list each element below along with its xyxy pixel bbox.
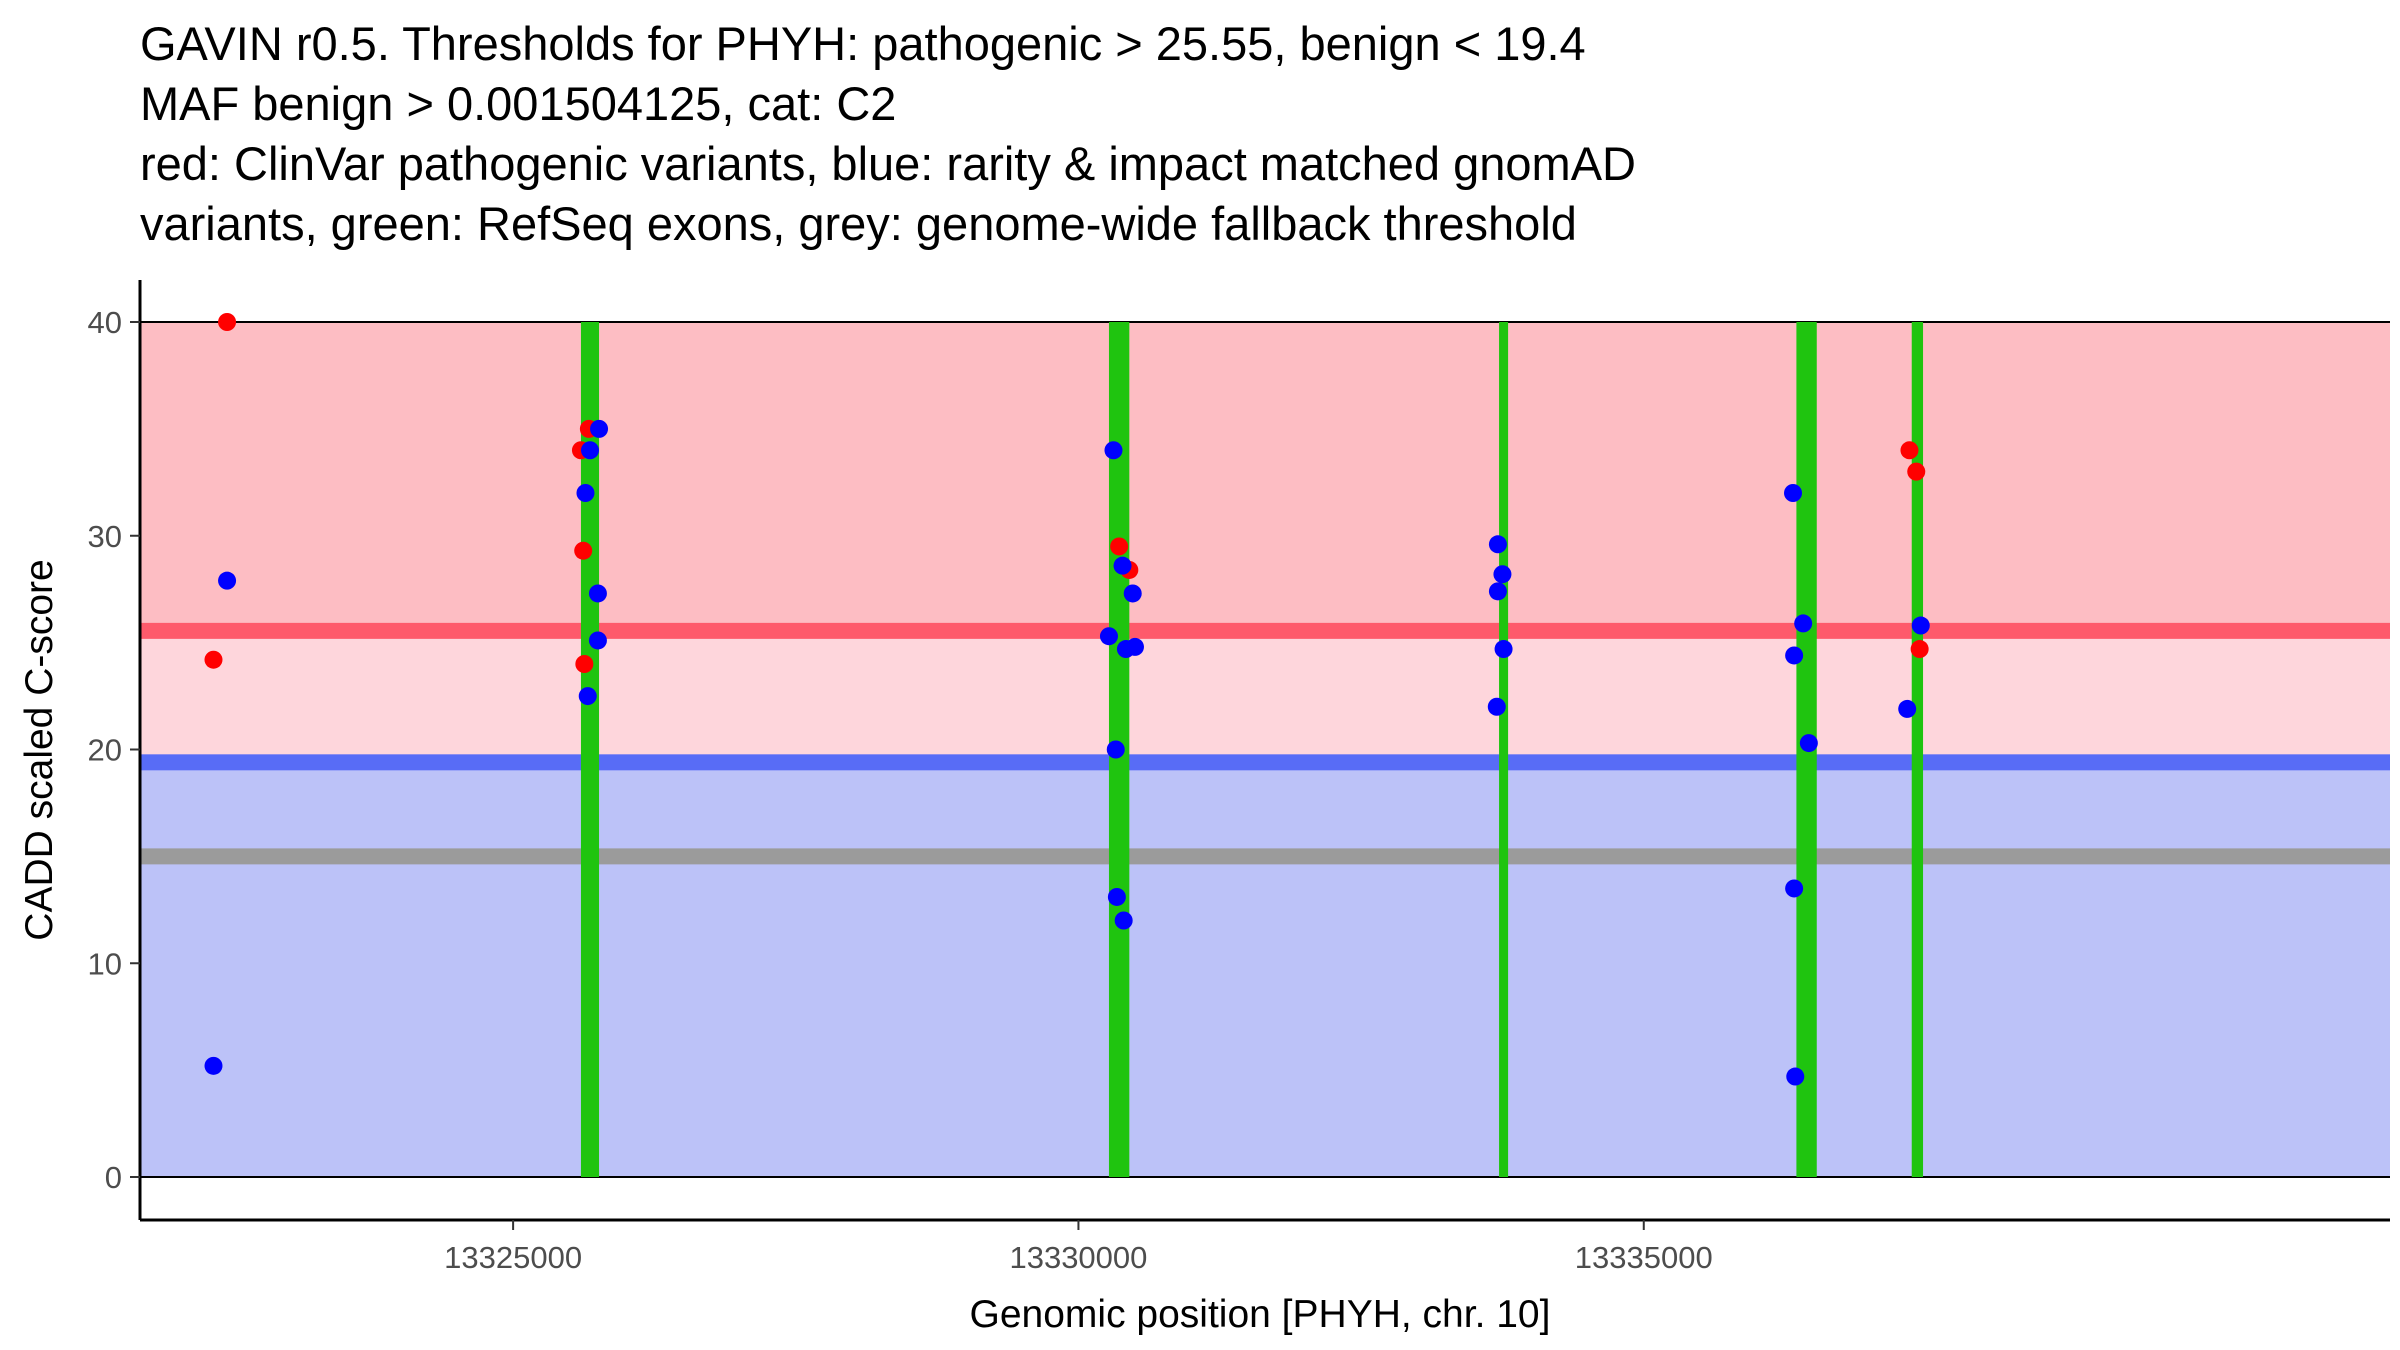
gnomad-point-16 bbox=[1107, 887, 1126, 906]
gnomad-point-15 bbox=[1106, 740, 1125, 759]
gnomad-point-14 bbox=[1125, 637, 1144, 656]
gnomad-point-9 bbox=[1104, 441, 1123, 460]
y-tick-label-40: 40 bbox=[88, 305, 122, 340]
axes: 0 10 20 30 40 13325000 13330000 13335000 bbox=[88, 280, 2390, 1275]
title-line-2: MAF benign > 0.001504125, cat: C2 bbox=[140, 77, 896, 130]
gnomad-point-23 bbox=[1784, 484, 1803, 502]
exon-bar-1 bbox=[580, 322, 600, 1177]
title-line-1: GAVIN r0.5. Thresholds for PHYH: pathoge… bbox=[140, 17, 1586, 70]
x-tick-label-13325000: 13325000 bbox=[444, 1240, 582, 1275]
pathogenic-threshold-line bbox=[140, 622, 2390, 639]
benign-region bbox=[140, 762, 2390, 1177]
plot-area bbox=[140, 313, 2390, 1178]
exon-bar-5 bbox=[1911, 322, 1924, 1177]
y-tick-label-20: 20 bbox=[88, 733, 122, 768]
y-tick-label-0: 0 bbox=[105, 1160, 122, 1195]
gnomad-point-10 bbox=[1113, 556, 1132, 575]
title-line-4: variants, green: RefSeq exons, grey: gen… bbox=[140, 197, 1577, 250]
gnomad-point-1 bbox=[218, 571, 237, 590]
gnomad-point-24 bbox=[1794, 614, 1813, 633]
title-line-3: red: ClinVar pathogenic variants, blue: … bbox=[140, 137, 1636, 190]
x-axis-title: Genomic position [PHYH, chr. 10] bbox=[970, 1293, 1551, 1336]
clinvar-point-1 bbox=[218, 313, 237, 331]
gnomad-point-18 bbox=[1488, 535, 1507, 554]
clinvar-point-7 bbox=[1110, 537, 1129, 556]
gnomad-point-11 bbox=[1123, 584, 1142, 603]
x-tick-label-13330000: 13330000 bbox=[1009, 1240, 1147, 1275]
gnomad-point-12 bbox=[1099, 627, 1118, 646]
fallback-threshold-line bbox=[140, 848, 2390, 865]
gnomad-point-6 bbox=[588, 584, 607, 603]
gnomad-point-17 bbox=[1114, 911, 1133, 930]
clinvar-point-10 bbox=[1907, 462, 1926, 481]
clinvar-point-6 bbox=[575, 655, 594, 673]
pathogenic-region bbox=[140, 322, 2390, 631]
gnomad-point-5 bbox=[576, 484, 595, 502]
gnomad-point-8 bbox=[578, 687, 597, 706]
gnomad-point-21 bbox=[1494, 640, 1513, 659]
clinvar-point-9 bbox=[1900, 441, 1919, 460]
gnomad-point-27 bbox=[1785, 879, 1804, 898]
gnomad-point-20 bbox=[1488, 582, 1507, 601]
chart-title: GAVIN r0.5. Thresholds for PHYH: pathoge… bbox=[140, 17, 1636, 250]
clinvar-point-11 bbox=[1910, 640, 1929, 659]
y-tick-label-10: 10 bbox=[88, 946, 122, 981]
clinvar-point-2 bbox=[204, 650, 223, 669]
gnomad-point-19 bbox=[1493, 565, 1512, 584]
gnomad-point-22 bbox=[1487, 697, 1506, 716]
gnomad-point-4 bbox=[581, 441, 599, 460]
gnomad-point-30 bbox=[1911, 616, 1930, 635]
gnomad-point-28 bbox=[1786, 1067, 1805, 1086]
y-axis-title: CADD scaled C-score bbox=[18, 559, 61, 940]
gnomad-point-26 bbox=[1799, 734, 1818, 753]
clinvar-point-5 bbox=[574, 541, 593, 560]
benign-threshold-line bbox=[140, 754, 2390, 771]
gnomad-point-25 bbox=[1785, 646, 1804, 665]
gnomad-point-29 bbox=[1898, 699, 1917, 718]
y-tick-label-30: 30 bbox=[88, 519, 122, 554]
intermediate-region bbox=[140, 630, 2390, 763]
x-tick-label-13335000: 13335000 bbox=[1575, 1240, 1713, 1275]
gnomad-point-2 bbox=[204, 1056, 223, 1075]
exon-bar-3 bbox=[1499, 322, 1509, 1177]
gnomad-point-7 bbox=[588, 631, 607, 650]
gnomad-point-3 bbox=[590, 419, 609, 438]
